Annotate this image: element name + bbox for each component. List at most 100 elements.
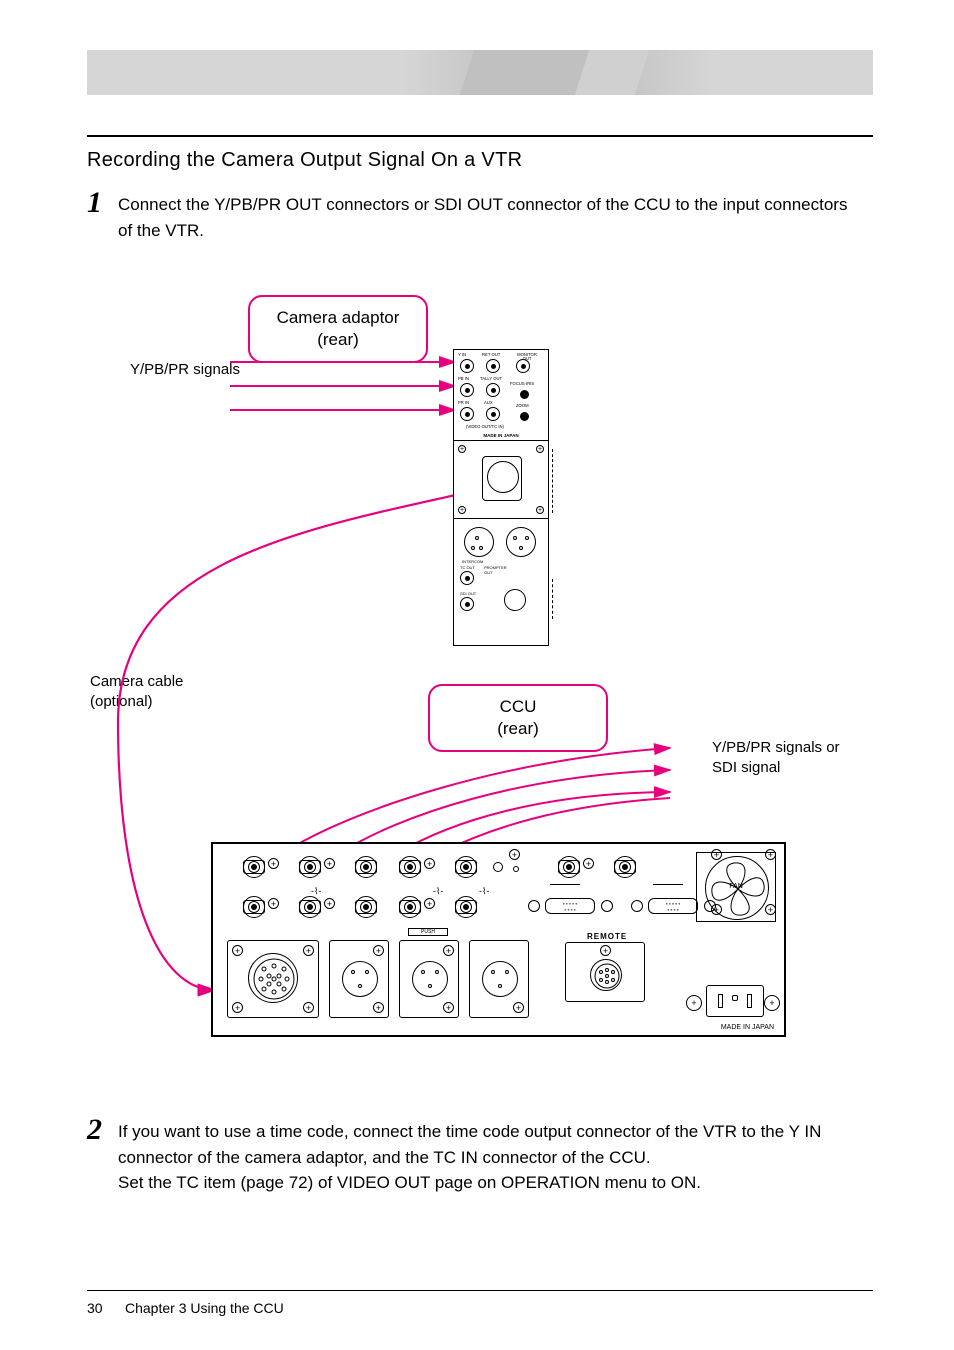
ccu-audio-frame	[329, 940, 389, 1018]
ca-camera-cable-connector	[482, 456, 522, 501]
ca-video-out-label: (VIDEO OUT/TC IN)	[466, 425, 504, 429]
step-2-number: 2	[87, 1113, 102, 1147]
group-underline	[653, 884, 683, 885]
ca-pr-in-label: PR IN	[458, 401, 469, 405]
step-1-number: 1	[87, 186, 102, 220]
screw-icon	[324, 858, 335, 869]
footer-rule	[87, 1290, 873, 1291]
screw-icon	[424, 858, 435, 869]
screw-icon	[509, 849, 520, 860]
ca-monitor-out-connector	[516, 359, 530, 373]
ca-ret-out-label: RET OUT	[482, 353, 500, 357]
step-2-text: If you want to use a time code, connect …	[118, 1119, 858, 1196]
screw-icon	[458, 445, 466, 453]
screw-icon	[303, 945, 314, 956]
ccu-y-out	[243, 856, 265, 878]
ccu-rear-panel: -⌇- -⌇- -⌇-	[211, 842, 786, 1037]
screw-icon	[686, 995, 702, 1011]
ccu-dsub-2	[648, 898, 698, 914]
ccu-xlr3-frame	[469, 940, 529, 1018]
camera-cable-caption: Camera cable(optional)	[90, 672, 240, 713]
ca-pr-in-connector	[460, 407, 474, 421]
ccu-push-label: PUSH	[408, 928, 448, 936]
ca-focus-iris-connector	[520, 390, 529, 399]
header-band	[87, 50, 873, 95]
ccu-xlr-2	[412, 961, 448, 997]
ccu-remote-label: REMOTE	[587, 932, 627, 941]
ccu-ref-1	[558, 856, 580, 878]
small-hole	[513, 866, 519, 872]
ccu-label: CCU(rear)	[428, 684, 608, 752]
ca-made-in-japan: MADE IN JAPAN	[454, 433, 548, 438]
ca-pb-in-connector	[460, 383, 474, 397]
resistor-icon: -⌇-	[479, 886, 489, 897]
ccu-made-in-japan: MADE IN JAPAN	[721, 1024, 774, 1031]
screw-icon	[232, 1002, 243, 1013]
ca-y-in-label: Y IN	[458, 353, 466, 357]
ca-signals-caption: Y/PB/PR signals	[90, 360, 240, 380]
ca-sdi-out-label: SDI OUT	[460, 591, 476, 596]
ca-intercom-label: INTERCOM	[462, 559, 483, 564]
ca-multipin-connector	[504, 589, 526, 611]
standoff-icon	[601, 900, 613, 912]
camera-adaptor-label: Camera adaptor(rear)	[248, 295, 428, 363]
ca-aux-label: AUX	[484, 401, 493, 405]
ccu-xlr-1	[342, 961, 378, 997]
screw-icon	[458, 506, 466, 514]
screw-icon	[268, 898, 279, 909]
ccu-row2-2	[299, 896, 321, 918]
resistor-icon: -⌇-	[433, 886, 443, 897]
dashed-guide	[552, 579, 553, 619]
ccu-remote-connector	[590, 959, 622, 991]
step-1-text: Connect the Y/PB/PR OUT connectors or SD…	[118, 192, 858, 243]
dashed-guide	[552, 449, 553, 513]
ca-aux-connector	[486, 407, 500, 421]
page-number: 30	[87, 1300, 103, 1316]
ccu-ac-inlet	[706, 985, 764, 1017]
screw-icon	[232, 945, 243, 956]
ccu-row2-1	[243, 896, 265, 918]
ca-y-in-connector	[460, 359, 474, 373]
screw-icon	[268, 858, 279, 869]
small-hole	[493, 862, 503, 872]
ccu-fan: FAN	[696, 852, 776, 922]
screw-icon	[583, 858, 594, 869]
screw-icon	[536, 506, 544, 514]
ca-ret-out-connector	[486, 359, 500, 373]
footer-chapter: Chapter 3 Using the CCU	[125, 1300, 284, 1316]
ca-xlr-2	[506, 527, 536, 557]
screw-icon	[443, 945, 454, 956]
screw-icon	[373, 945, 384, 956]
ccu-pr-out	[355, 856, 377, 878]
camera-adaptor-panel: Y IN RET OUT MONITOROUT PB IN TALLY OUT …	[453, 349, 549, 646]
ccu-intercom-frame	[399, 940, 459, 1018]
screw-icon	[513, 1002, 524, 1013]
ca-tc-out-connector	[460, 571, 474, 585]
screw-icon	[536, 445, 544, 453]
ccu-signals-caption: Y/PB/PR signals orSDI signal	[712, 738, 872, 779]
ca-zoom-label: ZOOM	[516, 404, 529, 408]
ca-tally-out-label: TALLY OUT	[480, 377, 502, 381]
ccu-remote-frame	[565, 942, 645, 1002]
screw-icon	[764, 995, 780, 1011]
screw-icon	[600, 945, 611, 956]
standoff-icon	[528, 900, 540, 912]
screw-icon	[303, 1002, 314, 1013]
standoff-icon	[631, 900, 643, 912]
ca-pb-in-label: PB IN	[458, 377, 469, 381]
ccu-camera-connector	[248, 953, 298, 1003]
ccu-fan-label: FAN	[697, 883, 775, 890]
ca-focus-iris-label: FOCUS·IRIS	[510, 382, 534, 386]
page: Recording the Camera Output Signal On a …	[0, 0, 954, 1350]
ccu-row2-4	[399, 896, 421, 918]
ca-xlr-1	[464, 527, 494, 557]
ca-tc-out-label: TC OUT	[460, 565, 475, 570]
screw-icon	[424, 898, 435, 909]
ccu-sdi-out-1	[399, 856, 421, 878]
ca-zoom-connector	[520, 412, 529, 421]
ca-tally-out-connector	[486, 383, 500, 397]
ccu-pb-out	[299, 856, 321, 878]
screw-icon	[443, 1002, 454, 1013]
ccu-row2-3	[355, 896, 377, 918]
group-underline	[550, 884, 580, 885]
